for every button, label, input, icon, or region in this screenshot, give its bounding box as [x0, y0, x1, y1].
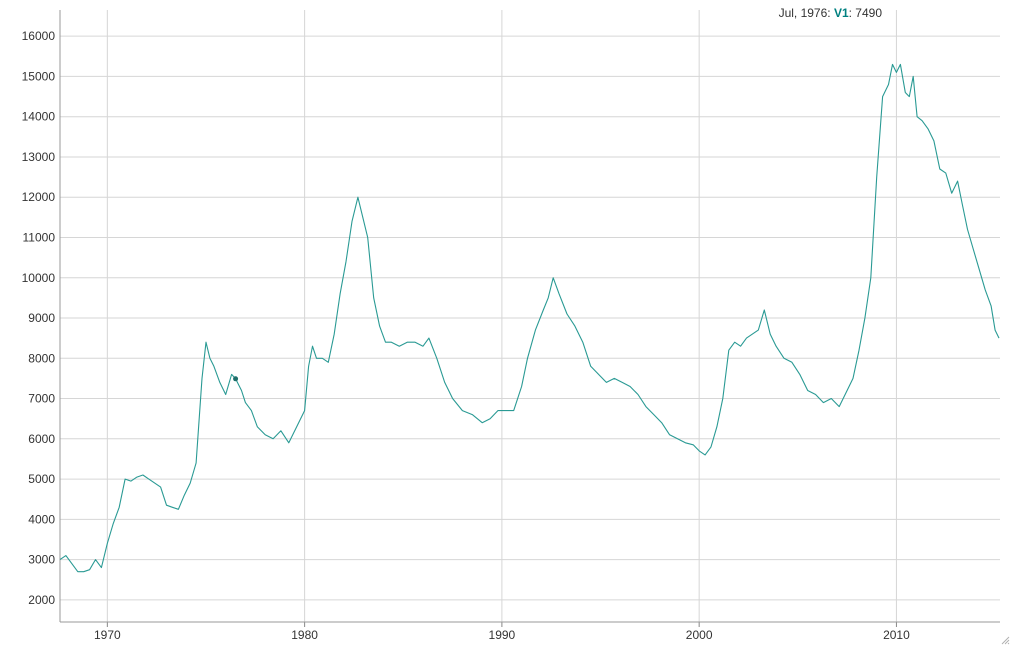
y-tick-label-12000: 12000 — [22, 190, 56, 204]
resize-grip-icon[interactable] — [1001, 636, 1010, 645]
y-tick-label-13000: 13000 — [22, 150, 56, 164]
y-tick-label-6000: 6000 — [28, 432, 55, 446]
legend-sep: : — [827, 6, 834, 20]
y-tick-label-14000: 14000 — [22, 110, 56, 124]
series-line-V1 — [59, 63, 1000, 573]
y-tick-label-10000: 10000 — [22, 271, 56, 285]
x-tick-label-1970: 1970 — [94, 628, 121, 642]
y-tick-label-16000: 16000 — [22, 29, 56, 43]
hover-legend: Jul, 1976: V1: 7490 — [779, 6, 882, 20]
x-tick-label-2010: 2010 — [883, 628, 910, 642]
legend-date: Jul, 1976 — [778, 6, 828, 20]
y-tick-label-8000: 8000 — [28, 351, 55, 365]
y-tick-label-3000: 3000 — [28, 553, 55, 567]
horizontal-gridlines — [60, 35, 1000, 601]
vertical-gridlines — [106, 10, 897, 622]
legend-sep2: : — [848, 6, 856, 20]
legend-value: 7490 — [855, 6, 882, 20]
y-tick-label-7000: 7000 — [28, 392, 55, 406]
y-tick-label-9000: 9000 — [28, 311, 55, 325]
y-tick-label-2000: 2000 — [28, 593, 55, 607]
x-tick-label-2000: 2000 — [686, 628, 713, 642]
y-axis-tick-labels: 2000 3000 4000 5000 6000 7000 8000 9000 10000 110… — [22, 29, 56, 607]
y-tick-label-5000: 5000 — [28, 472, 55, 486]
highlight-group — [233, 376, 239, 382]
axes — [59, 10, 1000, 627]
series-group — [59, 63, 1000, 573]
x-axis-tick-labels: 1970 1980 1990 2000 2010 — [94, 628, 910, 642]
y-tick-label-4000: 4000 — [28, 512, 55, 526]
y-tick-label-11000: 11000 — [23, 230, 56, 244]
x-tick-label-1990: 1990 — [489, 628, 516, 642]
highlight-point — [233, 376, 239, 382]
x-tick-label-1980: 1980 — [291, 628, 318, 642]
legend-series-name: V1 — [833, 6, 849, 20]
y-tick-label-15000: 15000 — [22, 69, 56, 83]
